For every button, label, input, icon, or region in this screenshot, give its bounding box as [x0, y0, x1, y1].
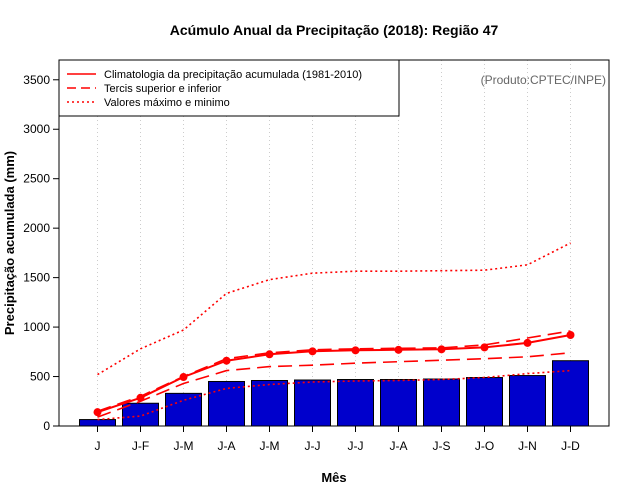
bar-11 — [509, 375, 546, 427]
legend-box — [58, 59, 400, 117]
x-tick-label: J-N — [518, 439, 537, 453]
legend: Climatologia da precipitação acumulada (… — [58, 59, 400, 117]
y-tick-label: 2000 — [23, 221, 50, 235]
x-tick-label: J-S — [433, 439, 451, 453]
x-axis: J J-F J-M J-A J-M J-J J-J J-A J-S J-O J-N J-D — [95, 426, 580, 453]
x-tick-label: J-M — [174, 439, 194, 453]
product-credit: (Produto:CPTEC/INPE) — [481, 73, 606, 87]
y-tick-label: 3000 — [23, 122, 50, 136]
grid — [97, 60, 571, 426]
bars — [79, 360, 589, 427]
x-axis-label: Mês — [321, 470, 346, 485]
bar-12 — [552, 360, 589, 427]
x-tick-label: J-M — [260, 439, 280, 453]
series-line-5 — [97, 369, 571, 421]
series-point — [566, 330, 575, 339]
series-line-3 — [97, 352, 571, 418]
series-line-2 — [97, 330, 571, 412]
legend-label: Tercis superior e inferior — [104, 83, 222, 95]
series-point — [394, 345, 403, 354]
y-axis-label: Precipitação acumulada (mm) — [2, 151, 17, 335]
bar-7 — [337, 379, 374, 427]
bar-8 — [380, 379, 417, 427]
series-lines — [93, 242, 575, 421]
x-tick-label: J — [95, 439, 101, 453]
x-tick-label: J-J — [348, 439, 364, 453]
x-tick-label: J-F — [132, 439, 149, 453]
series-point — [523, 338, 532, 347]
chart-title: Acúmulo Anual da Precipitação (2018): Re… — [170, 22, 499, 38]
legend-label: Valores máximo e minimo — [104, 97, 230, 109]
y-tick-label: 500 — [30, 370, 50, 384]
series-point — [437, 345, 446, 354]
bar-3 — [165, 392, 202, 427]
series-line-4 — [97, 242, 571, 376]
bar-1 — [79, 419, 116, 427]
legend-label: Climatologia da precipitação acumulada (… — [104, 69, 362, 81]
series-point — [351, 346, 360, 355]
y-tick-label: 3500 — [23, 73, 50, 87]
bar-9 — [423, 378, 460, 427]
y-tick-label: 1000 — [23, 320, 50, 334]
x-tick-label: J-J — [305, 439, 321, 453]
bar-5 — [251, 379, 288, 427]
x-tick-label: J-D — [561, 439, 580, 453]
bar-10 — [466, 377, 503, 427]
series-point — [265, 350, 274, 359]
series-point — [93, 408, 102, 417]
series-point — [308, 347, 317, 356]
x-tick-label: J-O — [475, 439, 494, 453]
x-tick-label: J-A — [218, 439, 236, 453]
bar-6 — [294, 379, 331, 427]
y-axis: 0 500 1000 1500 2000 2500 3000 3500 — [23, 73, 59, 433]
y-tick-label: 2500 — [23, 172, 50, 186]
x-tick-label: J-A — [390, 439, 408, 453]
bar-4 — [208, 380, 245, 427]
y-tick-label: 1500 — [23, 271, 50, 285]
y-tick-label: 0 — [43, 419, 50, 433]
